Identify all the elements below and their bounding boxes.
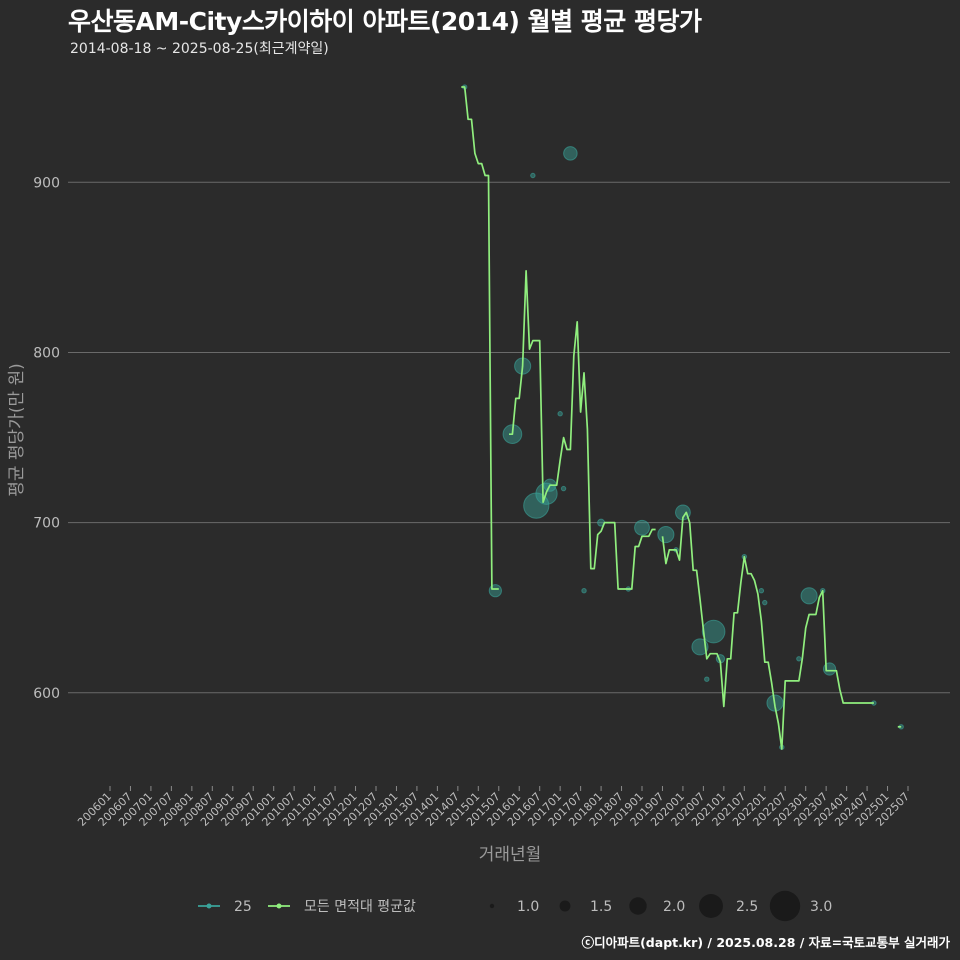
line-series-average <box>461 86 902 750</box>
legend-size-key <box>559 900 571 912</box>
legend-size-key <box>769 890 801 922</box>
scatter-series-25 <box>461 84 904 750</box>
average-line-segment <box>509 269 656 590</box>
y-tick-label: 700 <box>33 516 60 532</box>
legend-size-key <box>699 894 723 918</box>
legend-point-key <box>276 903 282 909</box>
y-axis-label: 평균 평당가(만 원) <box>7 363 27 497</box>
scatter-point <box>796 656 802 662</box>
chart-subtitle: 2014-08-18 ~ 2025-08-25(최근계약일) <box>70 41 329 57</box>
legend-size-key <box>629 897 647 915</box>
y-tick-label: 900 <box>33 175 60 191</box>
x-axis-ticks: 2006012006072007012007072008012008072009… <box>75 786 912 829</box>
legend-label: 25 <box>234 899 252 915</box>
scatter-point <box>557 411 563 417</box>
legend-size-label: 2.0 <box>663 899 685 915</box>
average-line-segment <box>661 511 874 750</box>
legend-size-key <box>489 903 495 909</box>
scatter-point <box>563 146 578 161</box>
scatter-point <box>657 526 675 544</box>
y-tick-label: 800 <box>33 345 60 361</box>
scatter-point <box>691 638 709 656</box>
gridlines <box>68 181 950 694</box>
source-credit: ⓒ디아파트(dapt.kr) / 2025.08.28 / 자료=국토교통부 실… <box>581 935 950 950</box>
scatter-point <box>581 588 587 594</box>
scatter-point <box>762 599 768 606</box>
legend-size-label: 2.5 <box>736 899 758 915</box>
legend-size-label: 1.0 <box>517 899 539 915</box>
scatter-point <box>530 172 536 179</box>
chart-title: 우산동AM-City스카이하이 아파트(2014) 월별 평균 평당가 <box>68 7 702 36</box>
average-line-segment <box>461 86 499 590</box>
scatter-point <box>800 587 818 605</box>
x-axis-label: 거래년월 <box>479 845 542 865</box>
scatter-point <box>701 619 726 644</box>
scatter-point <box>560 485 567 492</box>
y-axis-ticks: 600 700 800 900 <box>33 175 60 702</box>
legend-size-label: 3.0 <box>810 899 832 915</box>
y-tick-label: 600 <box>33 686 60 702</box>
legend-label: 모든 면적대 평균값 <box>304 899 416 915</box>
scatter-point <box>634 519 650 536</box>
legend: 25 모든 면적대 평균값 1.0 1.5 2.0 2.5 3.0 <box>198 890 832 922</box>
scatter-point <box>704 676 710 682</box>
legend-size-label: 1.5 <box>590 899 612 915</box>
legend-point-key <box>206 903 212 909</box>
scatter-point <box>758 588 765 594</box>
